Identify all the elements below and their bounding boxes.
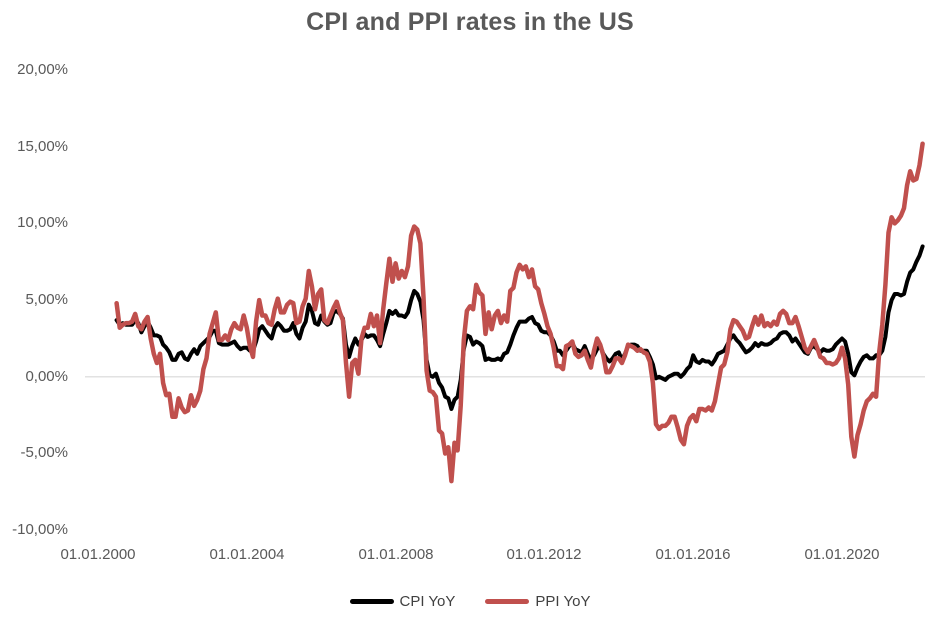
legend-item-ppi[interactable]: PPI YoY bbox=[485, 593, 590, 610]
chart-legend: CPI YoY PPI YoY bbox=[0, 593, 940, 610]
cpi-legend-label: CPI YoY bbox=[399, 593, 456, 610]
legend-item-cpi[interactable]: CPI YoY bbox=[349, 593, 456, 610]
y-axis-tick-neg10: -10,00% bbox=[12, 521, 68, 538]
y-axis-tick-neg5: -5,00% bbox=[20, 444, 68, 461]
cpi-line-swatch bbox=[349, 599, 394, 604]
y-axis-tick-0: 0,00% bbox=[25, 368, 68, 385]
y-axis-tick-15: 15,00% bbox=[17, 138, 68, 155]
x-axis-tick-2020: 01.01.2020 bbox=[804, 546, 880, 563]
x-axis-tick-2004: 01.01.2004 bbox=[209, 546, 285, 563]
y-axis-tick-20: 20,00% bbox=[17, 61, 68, 78]
ppi-line-swatch bbox=[485, 599, 530, 604]
chart-title: CPI and PPI rates in the US bbox=[306, 8, 634, 36]
y-axis-tick-5: 5,00% bbox=[25, 291, 68, 308]
x-axis-tick-2012: 01.01.2012 bbox=[506, 546, 582, 563]
x-axis-tick-2000: 01.01.2000 bbox=[60, 546, 136, 563]
ppi-line-series bbox=[114, 141, 925, 484]
y-axis-tick-10: 10,00% bbox=[17, 214, 68, 231]
x-axis-tick-2016: 01.01.2016 bbox=[655, 546, 731, 563]
ppi-legend-label: PPI YoY bbox=[535, 593, 591, 610]
x-axis-tick-2008: 01.01.2008 bbox=[358, 546, 434, 563]
